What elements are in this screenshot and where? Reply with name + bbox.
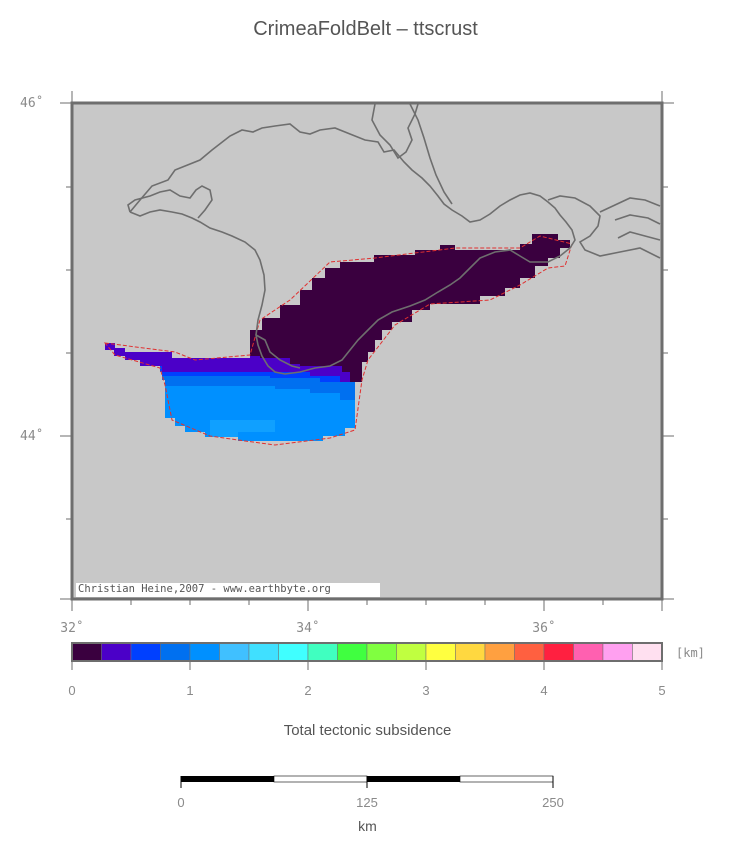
scale-segment-4	[459, 775, 554, 783]
scale-segment-1	[181, 776, 274, 782]
lat-label-46: 46˚	[20, 96, 44, 111]
colorbar-ticks	[71, 661, 663, 670]
lon-label-36: 36˚	[532, 621, 556, 636]
colorbar-tick-3: 3	[422, 683, 430, 698]
colorbar-tick-1: 1	[186, 683, 194, 698]
colorbar-cell-12	[425, 642, 456, 662]
colorbar-cell-9	[337, 642, 368, 662]
colorbar-cell-4	[189, 642, 220, 662]
subsidence-grid	[105, 234, 570, 441]
crimea-coastline	[129, 123, 576, 375]
coastlines	[127, 103, 661, 375]
crimea-north-coast	[127, 185, 213, 219]
colorbar-tick-5: 5	[658, 683, 666, 698]
colorbar-cell-0	[71, 642, 102, 662]
north-coast-mainland	[371, 103, 419, 160]
colorbar-cell-16	[543, 642, 574, 662]
lon-label-34: 34˚	[296, 621, 320, 636]
inner-crimea-line	[255, 334, 301, 369]
colorbar-cell-7	[278, 642, 309, 662]
colorbar-cell-2	[130, 642, 161, 662]
subsidence-region-lighter-blue	[210, 420, 275, 437]
scale-label-250: 250	[542, 795, 564, 810]
subsidence-region-medium-blue	[162, 372, 360, 400]
colorbar	[71, 642, 663, 662]
scale-segment-3	[367, 776, 460, 782]
colorbar-cell-8	[307, 642, 338, 662]
colorbar-cell-3	[160, 642, 191, 662]
colorbar-cell-17	[573, 642, 604, 662]
basin-outline	[103, 235, 573, 446]
scale-label-0: 0	[177, 795, 185, 810]
credit-text: Christian Heine,2007 - www.earthbyte.org	[78, 583, 331, 595]
colorbar-cell-18	[602, 642, 633, 662]
map-title: CrimeaFoldBelt – ttscrust	[253, 18, 478, 40]
colorbar-cell-6	[248, 642, 279, 662]
arabat-spit	[409, 103, 453, 205]
colorbar-cell-19	[632, 642, 663, 662]
colorbar-tick-0: 0	[68, 683, 76, 698]
colorbar-tick-2: 2	[304, 683, 312, 698]
kerch-east-coast	[547, 195, 661, 259]
subsidence-region-purple	[105, 343, 360, 382]
credit-box	[76, 583, 380, 597]
colorbar-cell-1	[101, 642, 132, 662]
subsidence-region-dark-purple	[250, 234, 570, 382]
colorbar-label: Total tectonic subsidence	[283, 722, 452, 739]
colorbar-cell-11	[396, 642, 427, 662]
lon-label-32: 32˚	[60, 621, 84, 636]
lat-label-44: 44˚	[20, 429, 44, 444]
colorbar-cell-15	[514, 642, 545, 662]
scale-label-125: 125	[356, 795, 378, 810]
scale-segment-2	[273, 775, 368, 783]
scale-unit: km	[358, 818, 377, 834]
frame-ticks	[60, 91, 674, 611]
colorbar-tick-4: 4	[540, 683, 548, 698]
colorbar-cell-5	[219, 642, 250, 662]
colorbar-frame	[71, 642, 663, 662]
colorbar-cell-10	[366, 642, 397, 662]
scale-bar	[180, 775, 554, 788]
taman-coast	[599, 197, 661, 241]
colorbar-cell-13	[455, 642, 486, 662]
colorbar-cell-14	[484, 642, 515, 662]
colorbar-unit: [km]	[676, 646, 705, 660]
